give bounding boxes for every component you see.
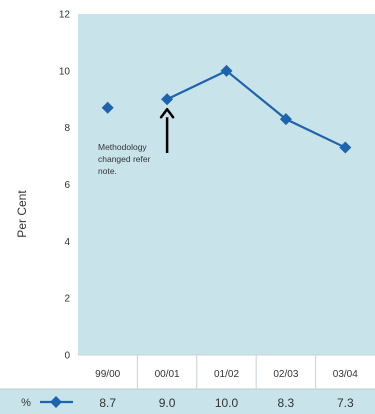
y-tick-label: 10 bbox=[59, 66, 71, 77]
y-tick-label: 6 bbox=[64, 180, 70, 191]
x-tick-label: 99/00 bbox=[95, 369, 120, 380]
legend-marker bbox=[50, 396, 62, 408]
value-table-cell: 7.3 bbox=[337, 396, 354, 410]
value-table-cell: 10.0 bbox=[215, 396, 239, 410]
y-tick-label: 12 bbox=[59, 10, 71, 21]
annotation-text: Methodology bbox=[98, 142, 147, 152]
annotation-text: changed refer bbox=[98, 154, 151, 164]
annotation-arrow-head bbox=[159, 108, 175, 119]
annotation-text: note. bbox=[98, 166, 117, 176]
data-point bbox=[161, 93, 174, 106]
x-tick-label: 00/01 bbox=[155, 369, 180, 380]
data-point bbox=[279, 113, 292, 126]
x-tick-label: 03/04 bbox=[333, 369, 358, 380]
legend-series-label: % bbox=[21, 397, 31, 409]
value-table-cell: 8.7 bbox=[99, 396, 116, 410]
x-tick-label: 01/02 bbox=[214, 369, 239, 380]
x-tick-label: 02/03 bbox=[273, 369, 298, 380]
y-tick-label: 0 bbox=[64, 351, 70, 362]
data-point bbox=[101, 101, 114, 114]
value-table-cell: 8.3 bbox=[278, 396, 295, 410]
data-point bbox=[220, 64, 233, 77]
data-point bbox=[339, 141, 352, 154]
series-line bbox=[166, 69, 347, 149]
y-tick-label: 2 bbox=[64, 294, 70, 305]
value-table-cell: 9.0 bbox=[159, 396, 176, 410]
y-tick-label: 4 bbox=[64, 237, 70, 248]
y-tick-label: 8 bbox=[64, 123, 70, 134]
y-axis-label: Per Cent bbox=[15, 190, 29, 238]
